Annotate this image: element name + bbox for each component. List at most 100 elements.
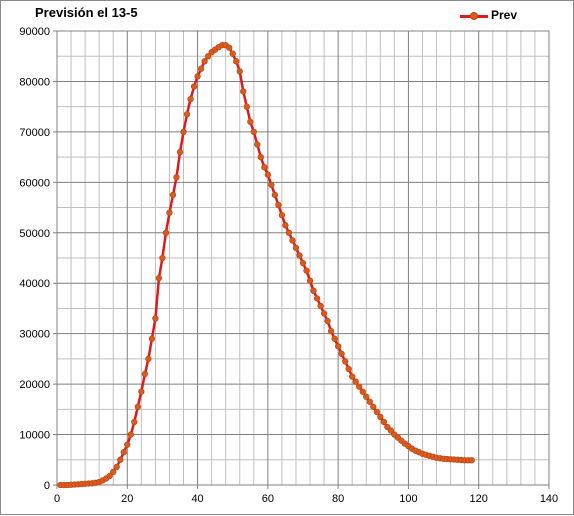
data-point <box>310 287 317 294</box>
y-tick-label: 10000 <box>19 430 50 442</box>
data-point <box>131 418 138 426</box>
y-tick-label: 90000 <box>19 26 50 38</box>
data-point <box>338 350 345 357</box>
data-point <box>120 449 127 456</box>
data-point <box>176 148 184 156</box>
data-point <box>352 378 359 385</box>
x-tick-label: 60 <box>262 493 274 505</box>
data-point <box>468 457 475 464</box>
chart-title: Previsión el 13-5 <box>35 5 138 20</box>
data-point <box>236 68 243 75</box>
x-axis: 0 20 40 60 80 100 120 140 <box>54 485 558 505</box>
data-point <box>180 128 187 136</box>
y-tick-label: 60000 <box>19 177 50 189</box>
legend-marker-swatch <box>470 12 478 20</box>
data-point <box>334 343 342 350</box>
y-tick-label: 80000 <box>19 76 50 88</box>
data-point <box>292 244 300 252</box>
y-tick-label: 40000 <box>19 278 50 290</box>
data-point <box>264 171 272 178</box>
data-point <box>356 383 363 390</box>
data-point <box>134 403 141 410</box>
data-point <box>317 302 324 310</box>
y-tick-label: 30000 <box>19 329 50 341</box>
data-point <box>110 468 117 476</box>
data-point <box>183 111 191 118</box>
data-point <box>377 413 384 421</box>
data-point <box>148 335 156 342</box>
data-point <box>363 393 370 400</box>
x-tick-label: 120 <box>470 493 488 505</box>
x-tick-label: 20 <box>121 493 133 505</box>
data-point <box>152 315 159 322</box>
data-point <box>197 65 205 72</box>
data-point <box>380 418 387 426</box>
data-point <box>233 58 240 65</box>
data-point <box>257 153 264 161</box>
data-point <box>306 277 314 284</box>
data-point <box>285 229 293 236</box>
x-tick-label: 140 <box>540 493 558 505</box>
legend-label-prev: Prev <box>491 8 518 22</box>
data-point <box>190 83 198 90</box>
data-point <box>331 335 338 342</box>
data-point <box>194 73 201 80</box>
data-point <box>124 441 131 448</box>
data-point <box>373 408 380 416</box>
y-axis: 0 10000 20000 30000 40000 50000 60000 70000 8000… <box>19 26 57 492</box>
minor-grid <box>57 31 549 485</box>
y-tick-label: 0 <box>44 480 50 492</box>
data-point <box>229 50 236 57</box>
legend: Prev <box>460 8 540 24</box>
data-point <box>113 463 120 470</box>
data-point <box>296 252 303 259</box>
y-tick-label: 70000 <box>19 127 50 139</box>
data-point <box>166 209 173 216</box>
x-tick-label: 100 <box>399 493 417 505</box>
data-point <box>240 88 247 95</box>
data-point <box>141 370 149 378</box>
data-point <box>359 388 366 395</box>
data-point <box>320 310 328 317</box>
data-point <box>261 164 268 171</box>
data-point <box>145 355 152 363</box>
data-point <box>313 295 321 302</box>
data-point <box>250 128 257 136</box>
data-point <box>226 44 233 51</box>
data-point <box>117 456 124 463</box>
data-point <box>155 275 163 282</box>
x-tick-label: 0 <box>54 493 60 505</box>
plot-border <box>56 30 550 486</box>
series-line-prev <box>60 43 472 487</box>
data-point <box>106 472 113 480</box>
data-point <box>127 431 134 438</box>
data-point <box>138 388 145 395</box>
data-point <box>342 358 349 365</box>
data-point <box>271 191 279 199</box>
data-point <box>275 201 282 209</box>
data-point <box>387 427 395 434</box>
y-tick-label: 50000 <box>19 228 50 240</box>
data-point <box>349 373 356 380</box>
data-point <box>268 181 275 189</box>
data-point <box>324 317 331 325</box>
data-point <box>201 58 208 65</box>
series-layer <box>57 41 475 489</box>
data-point <box>278 211 286 219</box>
data-point <box>173 174 180 181</box>
x-tick-label: 40 <box>191 493 203 505</box>
data-point <box>282 222 289 229</box>
data-point <box>366 398 373 405</box>
x-tick-label: 80 <box>332 493 344 505</box>
data-point <box>289 237 296 244</box>
data-point <box>243 103 250 110</box>
data-point <box>247 118 254 125</box>
data-point <box>162 229 170 236</box>
y-tick-label: 20000 <box>19 379 50 391</box>
data-point <box>254 141 261 148</box>
data-point <box>345 365 352 373</box>
data-point <box>204 53 212 60</box>
data-point <box>327 327 335 335</box>
